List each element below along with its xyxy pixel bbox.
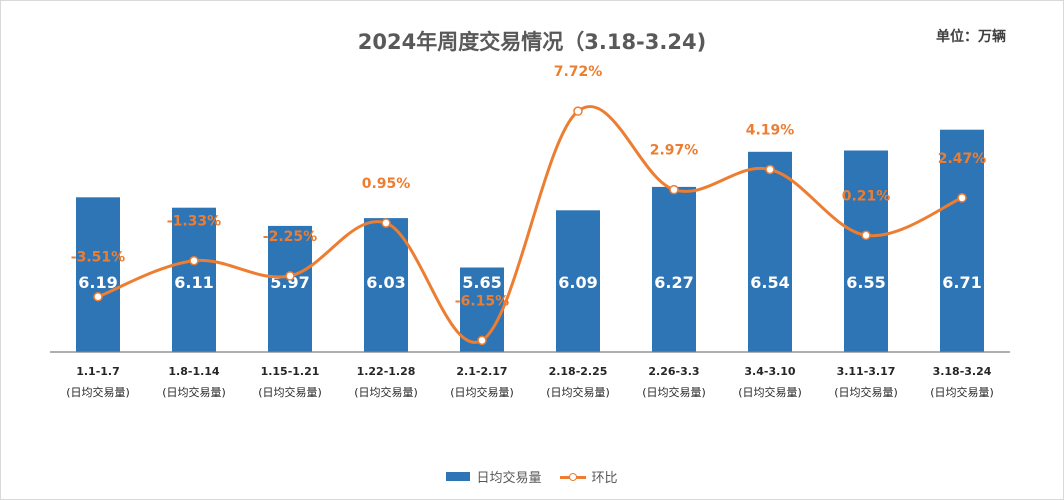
x-tick-sublabel: (日均交易量) — [642, 385, 706, 399]
line-value-label: 7.72% — [554, 64, 603, 80]
line-point — [573, 106, 583, 116]
x-tick-sublabel: (日均交易量) — [354, 385, 418, 399]
legend: 日均交易量 环比 — [0, 467, 1064, 486]
x-tick-label: 2.26-3.3 — [648, 365, 699, 378]
x-tick-sublabel: (日均交易量) — [834, 385, 898, 399]
line-value-label: 0.95% — [362, 176, 411, 192]
x-tick-sublabel: (日均交易量) — [258, 385, 322, 399]
line-point — [765, 164, 775, 175]
x-tick-label: 2.18-2.25 — [549, 365, 608, 378]
x-tick-sublabel: (日均交易量) — [66, 385, 130, 399]
x-tick-label: 1.22-1.28 — [357, 365, 416, 378]
line-value-label: -3.51% — [71, 250, 125, 266]
line-value-label: -2.25% — [263, 229, 317, 245]
x-tick-label: 3.4-3.10 — [744, 365, 796, 378]
line-value-label: 4.19% — [746, 122, 795, 138]
x-tick-label: 1.8-1.14 — [168, 365, 220, 378]
line-point — [477, 335, 487, 346]
bar — [172, 207, 216, 352]
line-point — [285, 271, 295, 281]
line-value-label: -6.15% — [455, 293, 509, 309]
bar-value-label: 5.65 — [462, 273, 501, 292]
x-tick-label: 3.11-3.17 — [837, 365, 896, 378]
bar-value-label: 6.09 — [558, 273, 597, 292]
chart-title: 2024年周度交易情况（3.18-3.24) — [357, 30, 707, 54]
legend-item-line: 环比 — [559, 467, 618, 486]
line-value-label: 2.47% — [938, 151, 987, 167]
legend-line-label: 环比 — [591, 471, 618, 486]
bar-value-label: 6.55 — [846, 273, 885, 292]
bar-value-label: 6.19 — [78, 273, 117, 292]
line-point — [861, 230, 871, 241]
line-point — [189, 255, 199, 266]
x-tick-label: 1.15-1.21 — [261, 365, 320, 378]
bar — [748, 151, 792, 352]
bar-value-label: 6.11 — [174, 273, 213, 292]
x-tick-label: 2.1-2.17 — [456, 365, 507, 378]
bar — [844, 150, 888, 352]
legend-bar-label: 日均交易量 — [476, 471, 542, 486]
bar — [76, 197, 120, 352]
line-point — [381, 218, 391, 228]
x-tick-sublabel: (日均交易量) — [738, 385, 802, 399]
line-value-label: 2.97% — [650, 143, 699, 159]
unit-label: 单位：万辆 — [936, 29, 1006, 45]
bar — [652, 186, 696, 352]
bar — [940, 129, 984, 352]
bar — [364, 218, 408, 352]
bar-value-label: 6.03 — [366, 273, 405, 292]
bar — [268, 225, 312, 352]
bar — [556, 210, 600, 352]
legend-item-bar: 日均交易量 — [446, 467, 542, 486]
line-point — [669, 184, 679, 195]
bar-value-label: 6.27 — [654, 273, 693, 292]
bar-value-label: 6.54 — [750, 273, 789, 292]
x-tick-label: 1.1-1.7 — [76, 365, 120, 378]
x-tick-sublabel: (日均交易量) — [546, 385, 610, 399]
x-tick-label: 3.18-3.24 — [933, 365, 992, 378]
x-tick-sublabel: (日均交易量) — [162, 385, 226, 399]
bar-value-label: 6.71 — [942, 273, 981, 292]
x-tick-sublabel: (日均交易量) — [450, 385, 514, 399]
line-point — [93, 291, 103, 302]
line-value-label: -1.33% — [167, 214, 221, 230]
line-point — [957, 193, 967, 203]
legend-line-swatch — [559, 472, 586, 482]
legend-bar-swatch — [446, 472, 471, 481]
x-tick-sublabel: (日均交易量) — [930, 385, 994, 399]
line-value-label: 0.21% — [842, 188, 891, 204]
series-line — [97, 105, 963, 344]
